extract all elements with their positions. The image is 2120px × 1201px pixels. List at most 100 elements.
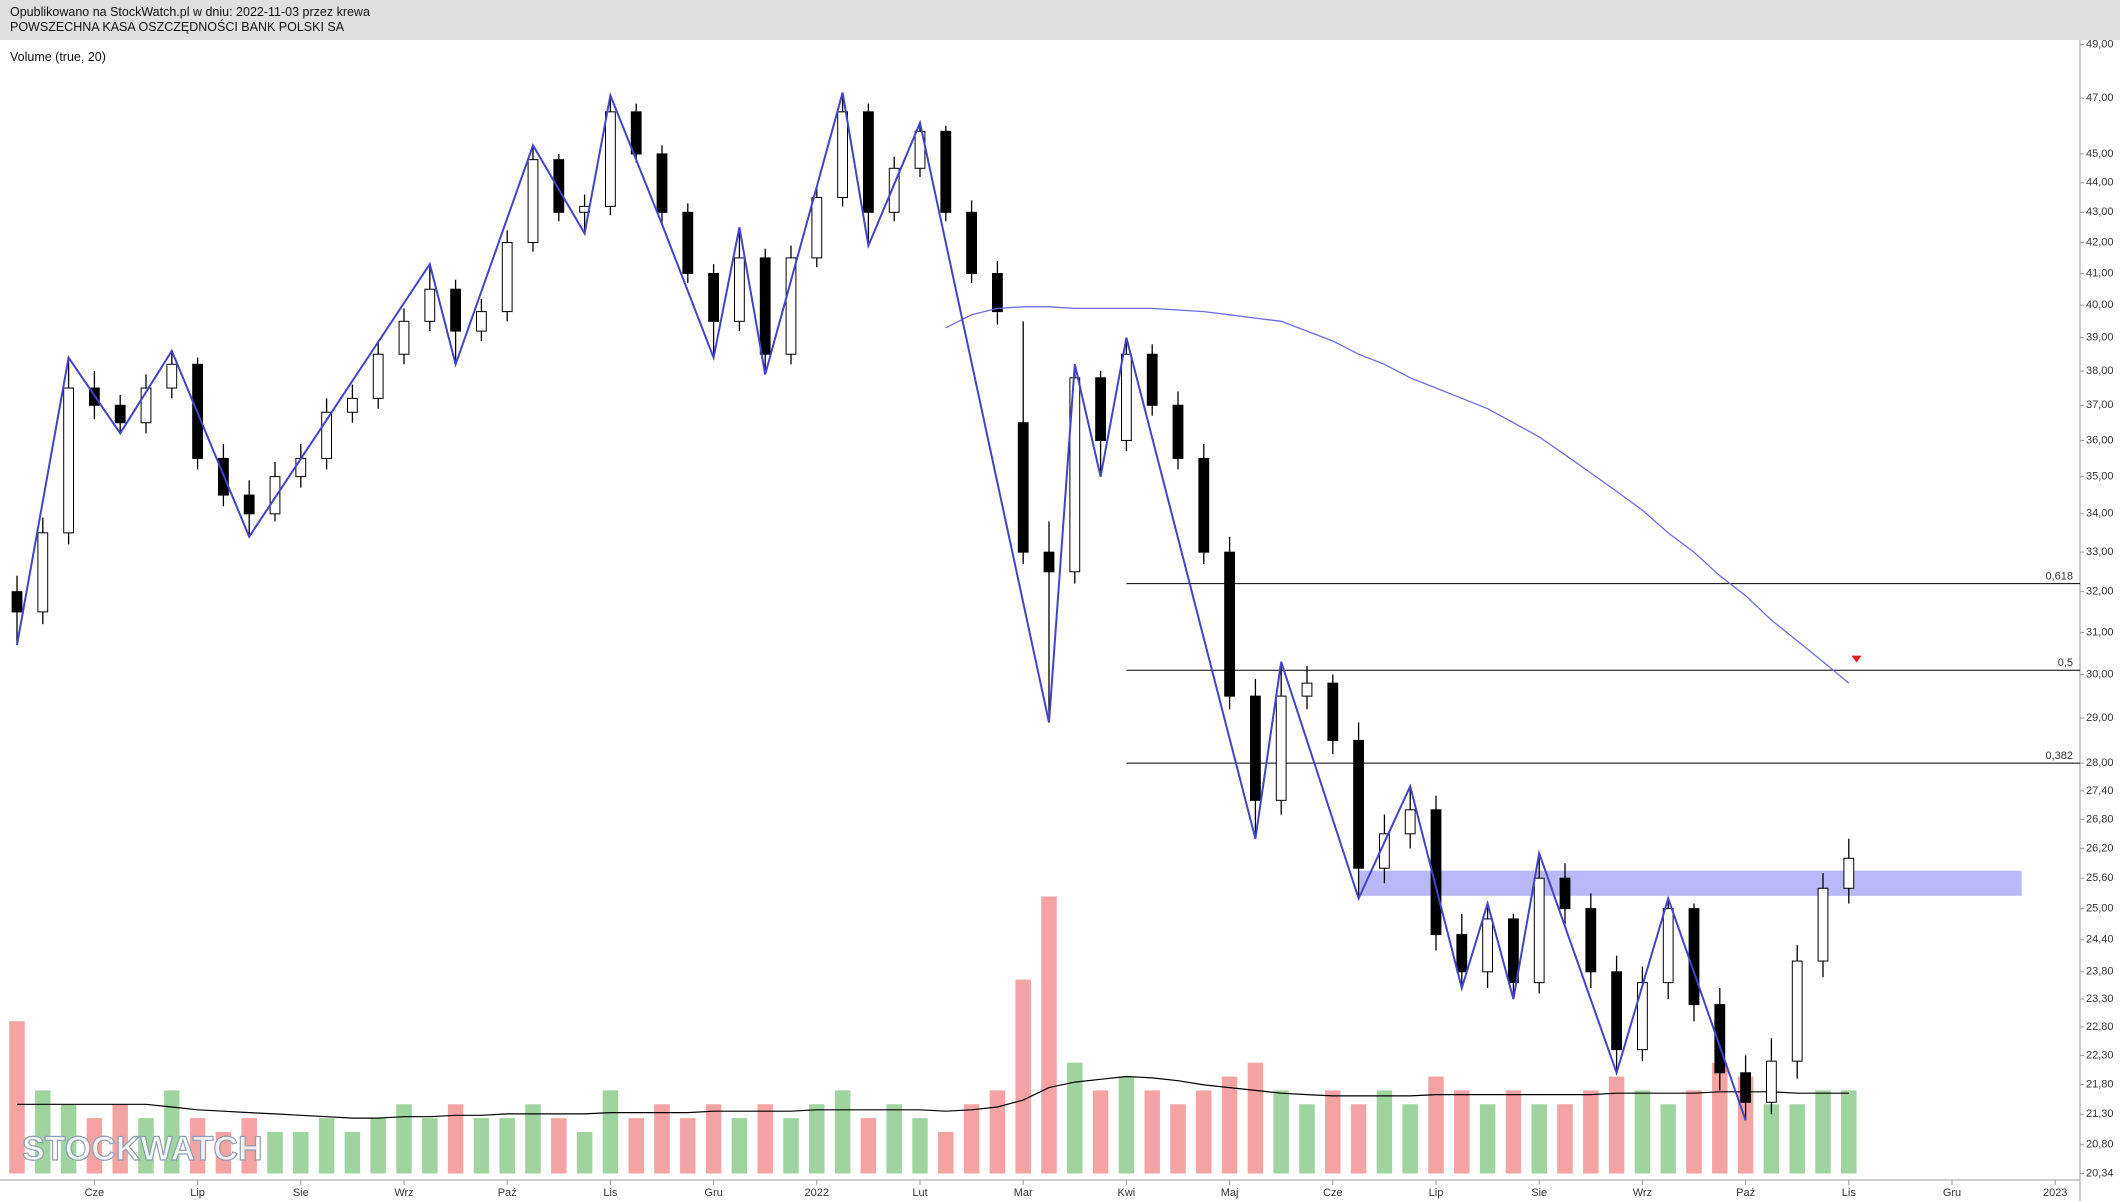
volume-bar [602, 1090, 619, 1174]
volume-bar [499, 1118, 515, 1174]
candle-body [372, 353, 384, 399]
volume-bar [860, 1118, 877, 1174]
y-tick-label: 23,30 [2086, 993, 2114, 1005]
volume-bar [1634, 1090, 1651, 1174]
candle-body [1095, 377, 1107, 441]
x-tick-label: Kwi [1118, 1187, 1136, 1199]
candle-body [1843, 857, 1855, 889]
alert-marker [1851, 655, 1862, 663]
y-tick-label: 25,60 [2086, 872, 2114, 884]
candle-body [11, 591, 23, 613]
x-tick-label: Lis [603, 1187, 618, 1199]
volume-bar [705, 1104, 722, 1174]
volume-bar [447, 1104, 464, 1174]
support-zone [1358, 870, 2022, 896]
volume-bar [1763, 1104, 1780, 1174]
candle-body [1301, 682, 1313, 697]
volume-bar [215, 1131, 232, 1174]
volume-bar [1402, 1104, 1418, 1174]
candle-body [966, 211, 978, 274]
x-tick-label: Lis [1842, 1187, 1857, 1199]
candle-body [450, 288, 462, 332]
volume-bar [112, 1104, 128, 1174]
y-tick-label: 20,80 [2086, 1139, 2114, 1151]
candle-body [398, 320, 410, 355]
candle-body [553, 159, 565, 213]
x-tick-label: Wrz [394, 1187, 413, 1199]
x-tick-label: Sie [293, 1187, 309, 1199]
fib-label: 0,382 [2045, 750, 2073, 762]
y-tick-label: 20,34 [2086, 1167, 2114, 1179]
x-tick-label: 2022 [805, 1187, 829, 1199]
moving-average-line [945, 306, 1850, 684]
candle-body [733, 257, 745, 322]
indicator-label: Volume (true, 20) [10, 50, 106, 64]
volume-bar [551, 1118, 567, 1174]
volume-bar [1583, 1090, 1599, 1174]
y-tick-label: 24,40 [2086, 934, 2114, 946]
y-tick-label: 22,30 [2086, 1049, 2114, 1061]
volume-bar [1479, 1104, 1496, 1174]
volume-bar [293, 1131, 309, 1174]
volume-bar [1015, 979, 1031, 1174]
volume-bar [189, 1118, 206, 1174]
watermark: STOCKWATCH [22, 1130, 263, 1168]
volume-bar [138, 1118, 154, 1174]
x-tick-label: Sie [1531, 1187, 1547, 1199]
candle-body [759, 257, 771, 355]
candle-body [475, 311, 487, 332]
candle-body [346, 397, 358, 413]
candle-body [1636, 982, 1648, 1051]
volume-bar [86, 1118, 103, 1174]
candle-body [1249, 695, 1261, 801]
volume-bar [938, 1131, 954, 1174]
y-tick-label: 22,80 [2086, 1021, 2114, 1033]
y-tick-label: 31,00 [2086, 626, 2114, 638]
candle-body [1482, 918, 1494, 973]
candle-body [888, 167, 900, 213]
volume-bar [1841, 1090, 1857, 1174]
x-tick-label: Lip [190, 1187, 205, 1199]
volume-bar [1350, 1104, 1367, 1174]
candle-body [321, 411, 333, 459]
volume-bar [1712, 1062, 1728, 1174]
volume-bar [1092, 1090, 1109, 1174]
volume-bar [628, 1118, 644, 1174]
volume-bar [1608, 1076, 1625, 1174]
y-tick-label: 35,00 [2086, 471, 2114, 483]
y-tick-label: 25,00 [2086, 903, 2114, 915]
candle-body [1224, 551, 1236, 697]
fib-label: 0,618 [2045, 571, 2073, 583]
candle-body [295, 457, 307, 478]
candle-body [630, 111, 642, 155]
volume-bar [525, 1104, 541, 1174]
candle-body [1353, 739, 1365, 869]
y-tick-label: 23,80 [2086, 966, 2114, 978]
candle-body [1740, 1072, 1752, 1103]
volume-bar [1376, 1090, 1393, 1174]
candle-body [63, 387, 75, 534]
volume-bar [886, 1104, 902, 1174]
x-tick-label: Wrz [1633, 1187, 1652, 1199]
y-tick-label: 21,80 [2086, 1078, 2114, 1090]
candle-body [1611, 971, 1623, 1051]
x-tick-label: Mar [1014, 1187, 1033, 1199]
x-tick-label: Cze [85, 1187, 105, 1199]
candle-body [862, 111, 874, 213]
volume-layer [9, 896, 1857, 1174]
candle-body [1533, 877, 1545, 984]
candle-body [1765, 1060, 1777, 1103]
volume-bar [35, 1090, 51, 1174]
x-tick-label: Gru [1943, 1187, 1961, 1199]
candle-body [682, 211, 694, 274]
candle-body [1817, 887, 1829, 962]
x-tick-label: Gru [704, 1187, 722, 1199]
volume-bar [9, 1021, 25, 1174]
y-tick-label: 42,00 [2086, 236, 2114, 248]
volume-bar [680, 1118, 696, 1174]
volume-ma-line [17, 1075, 1849, 1119]
volume-bar [1247, 1062, 1264, 1174]
volume-bar [731, 1118, 748, 1174]
volume-bar [757, 1104, 773, 1174]
